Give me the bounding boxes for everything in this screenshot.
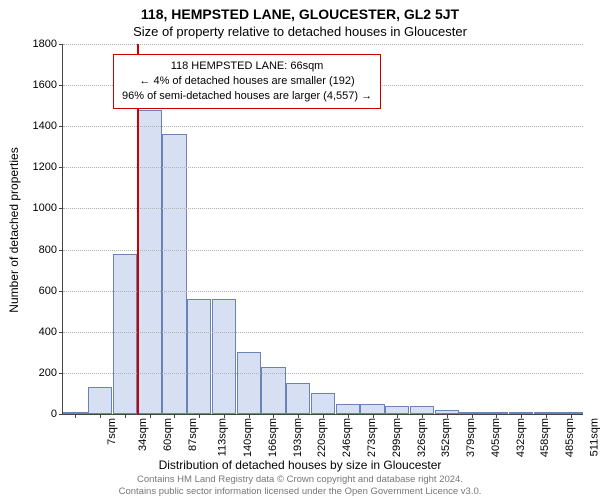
- xtick-mark: [571, 414, 572, 418]
- ytick-label: 1800: [33, 38, 57, 50]
- xtick-label: 352sqm: [440, 418, 452, 457]
- ytick-mark: [59, 167, 63, 168]
- annotation-box: 118 HEMPSTED LANE: 66sqm← 4% of detached…: [113, 54, 381, 109]
- histogram-bar: [286, 383, 310, 414]
- xtick-mark: [447, 414, 448, 418]
- xtick-mark: [100, 414, 101, 418]
- xtick-label: 7sqm: [106, 418, 118, 445]
- ytick-mark: [59, 85, 63, 86]
- histogram-bar: [336, 404, 360, 414]
- xtick-label: 273sqm: [366, 418, 378, 457]
- ytick-label: 0: [51, 408, 57, 420]
- xtick-mark: [472, 414, 473, 418]
- gridline-h: [63, 291, 583, 292]
- ytick-label: 200: [39, 367, 57, 379]
- xtick-mark: [298, 414, 299, 418]
- chart-title-address: 118, HEMPSTED LANE, GLOUCESTER, GL2 5JT: [0, 6, 600, 22]
- footer-attribution: Contains HM Land Registry data © Crown c…: [0, 474, 600, 498]
- ytick-label: 800: [39, 244, 57, 256]
- histogram-bar: [385, 406, 409, 414]
- xtick-label: 246sqm: [341, 418, 353, 457]
- footer-line-2: Contains public sector information licen…: [0, 486, 600, 498]
- gridline-h: [63, 332, 583, 333]
- xtick-label: 458sqm: [539, 418, 551, 457]
- xtick-mark: [397, 414, 398, 418]
- histogram-bar: [187, 299, 211, 414]
- ytick-mark: [59, 291, 63, 292]
- xtick-mark: [75, 414, 76, 418]
- gridline-h: [63, 126, 583, 127]
- x-axis-label: Distribution of detached houses by size …: [0, 458, 600, 472]
- gridline-h: [63, 373, 583, 374]
- annotation-line-3: 96% of semi-detached houses are larger (…: [122, 89, 372, 104]
- xtick-label: 511sqm: [588, 418, 600, 456]
- xtick-mark: [323, 414, 324, 418]
- gridline-h: [63, 208, 583, 209]
- xtick-mark: [199, 414, 200, 418]
- ytick-label: 1000: [33, 202, 57, 214]
- xtick-mark: [348, 414, 349, 418]
- histogram-bar: [410, 406, 434, 414]
- histogram-bar: [360, 404, 384, 414]
- xtick-label: 432sqm: [515, 418, 527, 457]
- gridline-h: [63, 44, 583, 45]
- ytick-mark: [59, 44, 63, 45]
- ytick-mark: [59, 414, 63, 415]
- ytick-label: 1200: [33, 161, 57, 173]
- histogram-bar: [138, 110, 162, 414]
- annotation-line-1: 118 HEMPSTED LANE: 66sqm: [122, 59, 372, 74]
- annotation-line-2: ← 4% of detached houses are smaller (192…: [122, 74, 372, 89]
- xtick-mark: [373, 414, 374, 418]
- xtick-label: 34sqm: [137, 418, 149, 451]
- xtick-mark: [546, 414, 547, 418]
- xtick-label: 485sqm: [564, 418, 576, 457]
- ytick-label: 1600: [33, 79, 57, 91]
- y-axis-label: Number of detached properties: [7, 147, 21, 312]
- xtick-mark: [422, 414, 423, 418]
- chart-title-sub: Size of property relative to detached ho…: [0, 24, 600, 39]
- xtick-mark: [125, 414, 126, 418]
- xtick-label: 60sqm: [162, 418, 174, 451]
- xtick-label: 193sqm: [292, 418, 304, 457]
- ytick-mark: [59, 250, 63, 251]
- histogram-bar: [311, 393, 335, 414]
- xtick-label: 299sqm: [391, 418, 403, 457]
- footer-line-1: Contains HM Land Registry data © Crown c…: [0, 474, 600, 486]
- xtick-mark: [273, 414, 274, 418]
- gridline-h: [63, 250, 583, 251]
- ytick-mark: [59, 332, 63, 333]
- ytick-mark: [59, 208, 63, 209]
- xtick-mark: [521, 414, 522, 418]
- histogram-bar: [113, 254, 137, 414]
- histogram-plot: 0200400600800100012001400160018007sqm34s…: [62, 44, 583, 415]
- xtick-label: 87sqm: [187, 418, 199, 451]
- xtick-mark: [249, 414, 250, 418]
- xtick-label: 113sqm: [217, 418, 229, 456]
- histogram-bar: [237, 352, 261, 414]
- ytick-label: 600: [39, 285, 57, 297]
- histogram-bar: [212, 299, 236, 414]
- ytick-label: 1400: [33, 120, 57, 132]
- xtick-mark: [174, 414, 175, 418]
- histogram-bar: [88, 387, 112, 414]
- gridline-h: [63, 167, 583, 168]
- xtick-label: 140sqm: [242, 418, 254, 457]
- xtick-label: 166sqm: [267, 418, 279, 457]
- xtick-label: 326sqm: [416, 418, 428, 457]
- ytick-mark: [59, 373, 63, 374]
- xtick-mark: [224, 414, 225, 418]
- xtick-label: 220sqm: [317, 418, 329, 457]
- ytick-mark: [59, 126, 63, 127]
- xtick-label: 379sqm: [465, 418, 477, 457]
- ytick-label: 400: [39, 326, 57, 338]
- xtick-mark: [496, 414, 497, 418]
- xtick-mark: [150, 414, 151, 418]
- xtick-label: 405sqm: [490, 418, 502, 457]
